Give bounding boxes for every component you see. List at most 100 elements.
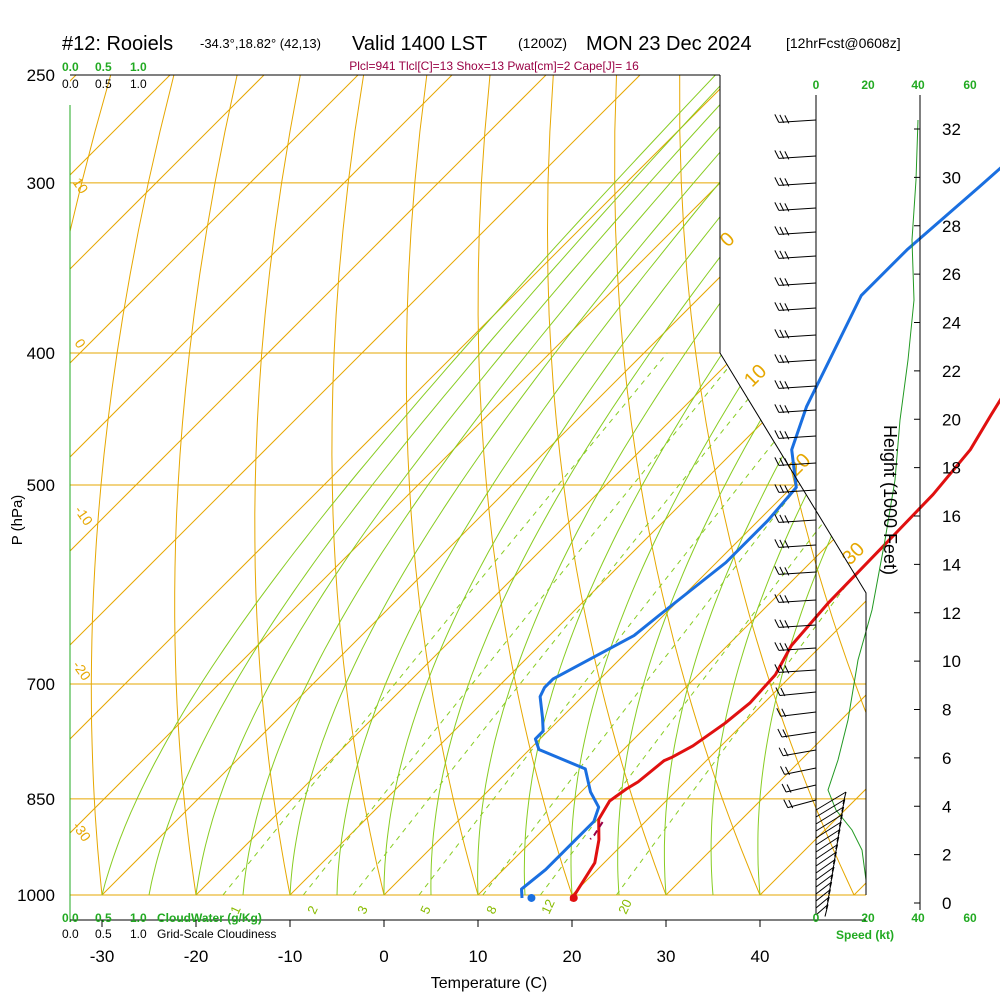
wind-barb-feather <box>774 457 780 466</box>
height-tick-label: 8 <box>942 701 951 720</box>
wind-barb-feather <box>777 728 783 738</box>
dry-adiabat-label: 0 <box>72 336 90 352</box>
wind-barb-feather <box>784 643 790 652</box>
utc-time: (1200Z) <box>518 35 567 51</box>
wind-barb-shaft <box>778 647 817 651</box>
wind-barb-shaft <box>815 859 836 874</box>
wind-barb-feather <box>779 202 785 212</box>
isotherm-line <box>70 75 829 896</box>
wind-barb-shaft <box>778 359 817 363</box>
wind-barb-feather <box>784 485 790 494</box>
dry-adiabat-line <box>679 75 855 896</box>
wind-barb-shaft <box>778 155 817 159</box>
wind-barb-shaft <box>778 334 817 338</box>
moist-adiabat-line <box>242 75 767 896</box>
wind-barb-shaft <box>778 207 817 211</box>
wind-barb-shaft <box>787 799 817 809</box>
wind-barb-feather <box>779 457 785 467</box>
dry-adiabat-line <box>254 75 301 896</box>
dry-adiabat-line <box>174 75 238 896</box>
wind-barb-feather <box>779 114 785 124</box>
wind-barbs <box>774 95 919 917</box>
forecast-info: [12hrFcst@0608z] <box>786 35 901 51</box>
height-tick-label: 20 <box>942 410 961 429</box>
mixing-ratio-line <box>540 352 866 896</box>
wind-barb-feather <box>784 227 790 236</box>
wind-barb-feather <box>784 515 790 524</box>
wind-barb-shaft <box>778 307 817 311</box>
cloudiness-scale-05: 0.5 <box>95 77 112 91</box>
moist-adiabat-line <box>289 75 788 896</box>
wind-scale-40-top: 40 <box>911 78 925 92</box>
wind-barb-shaft <box>815 814 843 832</box>
cloudwater-scale-05: 0.5 <box>95 60 112 74</box>
wind-barb-shaft <box>778 182 817 186</box>
isotherm-line <box>853 75 866 896</box>
cloudiness-scale-0-bottom: 0.0 <box>62 927 79 941</box>
moist-adiabat-line <box>477 75 866 896</box>
wind-barb-feather <box>784 595 790 604</box>
wind-barb-feather <box>784 151 790 160</box>
wind-barb-feather <box>779 664 785 674</box>
station-coords: -34.3°,18.82° (42,13) <box>200 36 321 51</box>
chart-grid <box>70 75 866 896</box>
wind-barb-feather <box>784 405 790 414</box>
height-tick-label: 30 <box>942 168 961 187</box>
isotherm-line <box>195 75 866 896</box>
wind-barb-feather <box>784 567 790 576</box>
moist-adiabat-line <box>148 75 731 896</box>
height-tick-label: 26 <box>942 265 961 284</box>
wind-barb-shaft <box>785 784 817 793</box>
wind-barb-shaft <box>815 881 832 895</box>
wind-barb-feather <box>774 329 780 338</box>
mixing-ratio-line <box>418 352 846 896</box>
wind-barb-feather <box>779 566 785 576</box>
wind-barb-shaft <box>815 896 830 909</box>
wind-barb-feather <box>784 178 790 187</box>
temperature-profile <box>569 397 1000 902</box>
wind-barb-feather <box>784 330 790 339</box>
temp-tick-label: 40 <box>751 947 770 966</box>
wind-barb-feather <box>774 642 780 651</box>
wind-barb-feather <box>785 766 790 776</box>
wind-barb-feather <box>778 747 784 756</box>
wind-scale-40-bottom: 40 <box>911 911 925 925</box>
isotherm-line <box>70 75 641 896</box>
isotherm-line <box>70 75 547 896</box>
wind-barb-feather <box>779 380 785 390</box>
plot-frame-right <box>719 75 867 895</box>
height-tick-label: 28 <box>942 217 961 236</box>
wind-barb-feather <box>784 355 790 364</box>
moist-adiabat-line <box>383 75 838 895</box>
wind-barb-feather <box>825 896 830 910</box>
isotherm-line <box>289 75 866 896</box>
height-tick-label: 16 <box>942 507 961 526</box>
wind-barb-shaft <box>778 409 817 413</box>
wind-barb-shaft <box>815 799 846 818</box>
mixing-ratio-line <box>615 352 866 896</box>
wind-barb-feather <box>784 665 790 674</box>
isotherm-line <box>70 75 359 896</box>
wind-barb-shaft <box>815 806 844 825</box>
wind-barb-feather <box>774 484 780 493</box>
wind-barb-feather <box>776 708 782 717</box>
wind-barb-feather <box>774 202 780 211</box>
wind-barb-shaft <box>778 231 817 235</box>
temp-tick-label: 0 <box>379 947 388 966</box>
wind-barb-feather <box>832 851 837 865</box>
wind-barb-feather <box>774 664 780 673</box>
wind-barb-feather <box>788 799 794 809</box>
wind-barb-feather <box>779 484 785 494</box>
cloudwater-scale-0-bottom: 0.0 <box>62 911 79 925</box>
pressure-tick-label: 400 <box>27 344 55 363</box>
isotherm-label: 10 <box>740 360 771 391</box>
height-tick-label: 14 <box>942 555 961 574</box>
dry-adiabat-label: 10 <box>70 175 92 197</box>
wind-barb-shaft <box>815 889 831 902</box>
x-axis-label: Temperature (C) <box>431 975 547 992</box>
height-tick-label: 32 <box>942 120 961 139</box>
wind-barb-feather <box>774 354 780 363</box>
wind-barb-feather <box>784 303 790 312</box>
dry-adiabat-line <box>805 75 866 896</box>
